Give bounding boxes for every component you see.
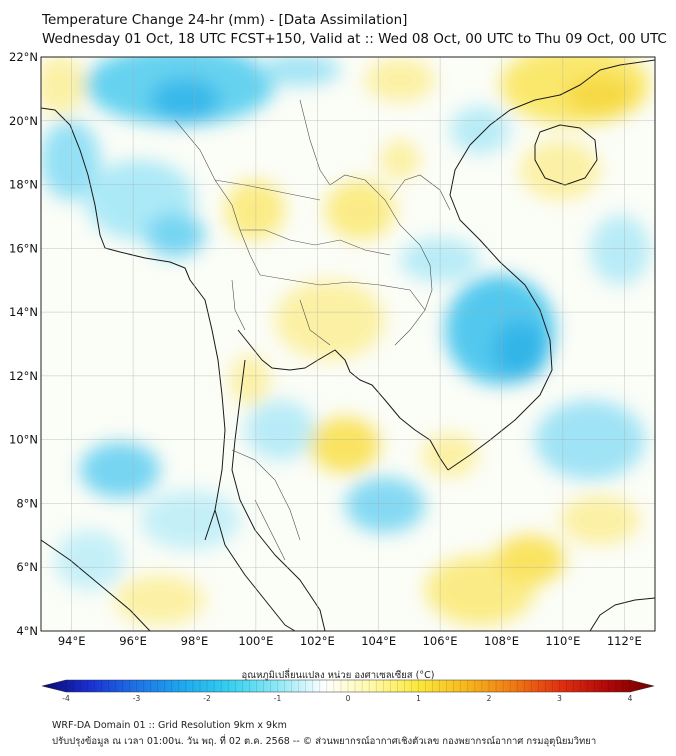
colorbar-tick-label: -2 (203, 694, 211, 703)
latitude-label: 14°N (9, 305, 38, 319)
colorbar-tick-label: -1 (274, 694, 282, 703)
longitude-label: 96°E (119, 634, 147, 648)
latitude-label: 16°N (9, 241, 38, 255)
latitude-label: 6°N (16, 560, 38, 574)
longitude-labels: 94°E 96°E 98°E 100°E 102°E 104°E 106°E 108°E 110… (58, 634, 642, 648)
coastlines (41, 59, 655, 631)
footer-update-info: ปรับปรุงข้อมูล ณ เวลา 01:00น. วัน พฤ. ที… (52, 736, 597, 747)
longitude-label: 108°E (484, 634, 519, 648)
longitude-label: 104°E (361, 634, 396, 648)
latitude-label: 4°N (16, 624, 38, 638)
colorbar-tick-label: 0 (346, 694, 351, 703)
latitude-label: 20°N (9, 114, 38, 128)
latitude-label: 10°N (9, 433, 38, 447)
latitude-label: 18°N (9, 178, 38, 192)
longitude-label: 98°E (181, 634, 209, 648)
colorbar-tick-label: -4 (62, 694, 70, 703)
colorbar-tick-label: 3 (557, 694, 562, 703)
province-borders (174, 99, 451, 561)
longitude-label: 102°E (300, 634, 335, 648)
colorbar-bar (41, 679, 655, 693)
colorbar-label: อุณหภูมิเปลี่ยนแปลง หน่วย องศาเซลเซียส (… (241, 670, 435, 681)
latitude-labels: 22°N 20°N 18°N 16°N 14°N 12°N 10°N 8°N 6°N 4°N (9, 50, 38, 638)
latitude-label: 12°N (9, 369, 38, 383)
colorbar-tick-label: 2 (487, 694, 492, 703)
temperature-field (41, 57, 655, 631)
colorbar: -4 -3 -2 -1 0 1 2 3 4 (41, 679, 655, 703)
map-subtitle: Wednesday 01 Oct, 18 UTC FCST+150, Valid… (42, 31, 667, 47)
longitude-label: 94°E (58, 634, 86, 648)
colorbar-tick-label: -3 (133, 694, 141, 703)
map-frame (40, 56, 656, 632)
footer-domain-info: WRF-DA Domain 01 :: Grid Resolution 9km … (52, 720, 287, 731)
longitude-label: 106°E (423, 634, 458, 648)
longitude-label: 112°E (607, 634, 642, 648)
colorbar-tick-label: 1 (416, 694, 421, 703)
colorbar-tick-label: 4 (628, 694, 633, 703)
longitude-label: 100°E (238, 634, 273, 648)
latitude-label: 22°N (9, 50, 38, 64)
latitude-label: 8°N (16, 496, 38, 510)
map-title: Temperature Change 24-hr (mm) - [Data As… (42, 12, 408, 28)
longitude-label: 110°E (545, 634, 580, 648)
